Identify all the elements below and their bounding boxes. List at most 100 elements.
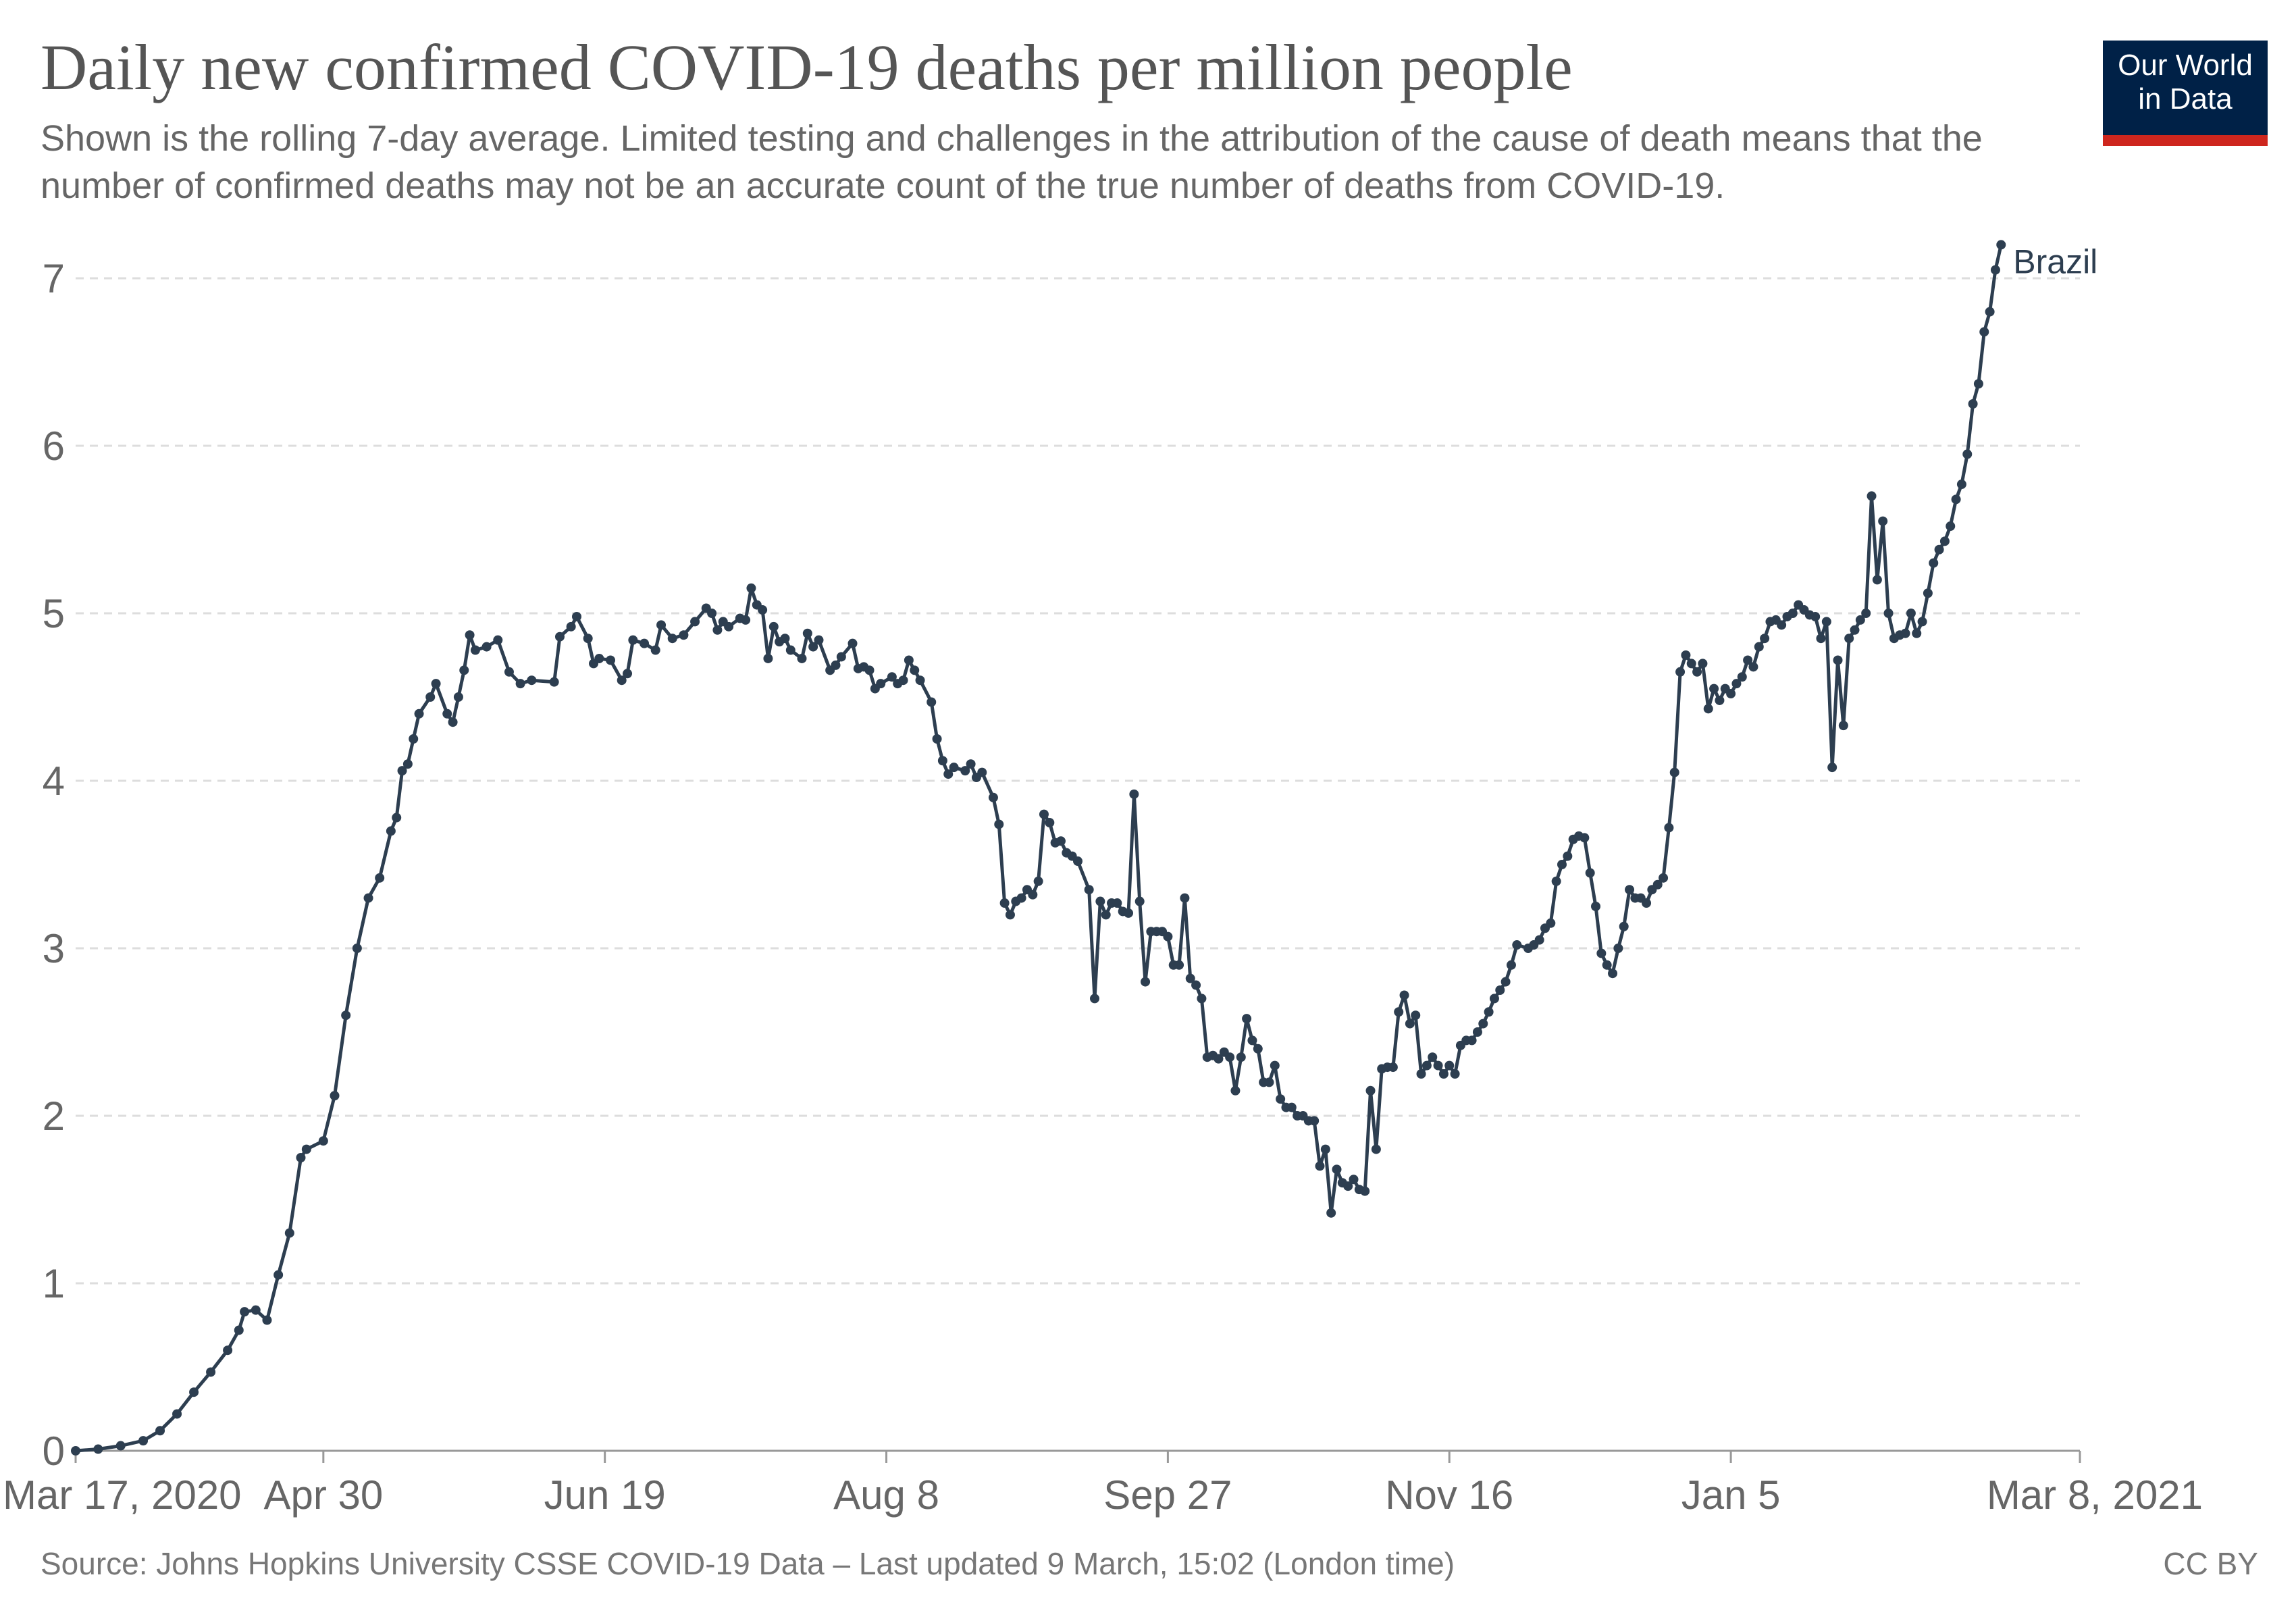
data-point [1438, 1069, 1449, 1079]
data-point [910, 665, 920, 675]
data-point [1557, 860, 1567, 869]
data-point [425, 692, 436, 702]
data-point [1270, 1060, 1280, 1071]
data-point [402, 759, 413, 769]
data-point [453, 692, 463, 702]
data-point [515, 679, 525, 689]
data-point [1365, 1085, 1376, 1096]
license-link[interactable]: CC BY [2163, 1546, 2258, 1581]
data-point [572, 611, 581, 621]
data-point [1039, 809, 1049, 819]
data-point [1900, 628, 1910, 638]
data-point [459, 665, 469, 675]
data-point [949, 763, 959, 773]
data-point [1585, 868, 1595, 878]
data-point [966, 759, 976, 769]
data-point [606, 655, 616, 665]
data-point [690, 617, 700, 627]
data-point [758, 605, 768, 615]
owid-logo[interactable]: Our World in Data [2103, 41, 2268, 146]
data-point [481, 642, 492, 652]
data-point [1360, 1186, 1370, 1196]
data-point [994, 819, 1004, 829]
data-point [1642, 898, 1652, 908]
data-point [549, 677, 559, 687]
data-point [977, 767, 987, 777]
data-point [1596, 948, 1607, 958]
data-point [172, 1409, 182, 1419]
data-point [1855, 615, 1865, 625]
data-point [887, 672, 897, 682]
data-point [960, 766, 970, 776]
data-point [1276, 1094, 1286, 1104]
data-point [937, 756, 947, 766]
data-point [1748, 662, 1758, 672]
data-point [1698, 659, 1708, 669]
data-point [1253, 1044, 1263, 1054]
logo-line-1: Our World [2118, 49, 2253, 82]
y-tick-label: 0 [43, 1429, 65, 1474]
data-point [155, 1426, 165, 1436]
data-point [1309, 1116, 1320, 1126]
data-point [1225, 1052, 1235, 1062]
data-point [301, 1144, 311, 1154]
data-point [71, 1446, 80, 1456]
logo-accent-bar [2103, 135, 2268, 146]
data-point [1506, 960, 1516, 970]
x-tick-label: Mar 8, 2021 [1987, 1472, 2203, 1518]
logo-line-2: in Data [2138, 82, 2233, 115]
data-point [915, 675, 925, 686]
data-point [1332, 1164, 1342, 1175]
data-point [594, 653, 604, 663]
y-tick-label: 7 [43, 256, 65, 301]
data-point [1090, 994, 1100, 1004]
data-point [554, 632, 565, 642]
data-point [1861, 609, 1871, 618]
data-point [836, 652, 846, 662]
data-point [234, 1325, 244, 1335]
data-point [352, 944, 362, 953]
series-label-brazil: Brazil [2013, 242, 2097, 280]
data-point [1349, 1175, 1359, 1185]
chart-title: Daily new confirmed COVID-19 deaths per … [41, 31, 1573, 103]
data-point [864, 665, 875, 675]
data-point [1546, 918, 1556, 928]
data-point [1878, 516, 1888, 526]
data-point [363, 893, 373, 903]
data-point [943, 769, 954, 779]
data-point [1946, 521, 1956, 532]
data-point [1973, 379, 1983, 389]
data-point [397, 766, 407, 776]
data-point [1563, 851, 1573, 861]
data-point [504, 667, 514, 677]
data-point [1917, 617, 1927, 627]
data-point [1929, 558, 1939, 568]
source-note: Source: Johns Hopkins University CSSE CO… [41, 1546, 1455, 1581]
data-point [1472, 1027, 1482, 1037]
data-point [1388, 1062, 1398, 1073]
data-point [876, 679, 886, 689]
data-point [318, 1136, 328, 1146]
data-point [583, 634, 593, 644]
data-point [1033, 876, 1043, 886]
data-point [1788, 609, 1798, 618]
data-point [1737, 672, 1747, 682]
data-point [1433, 1060, 1443, 1071]
data-point [1923, 588, 1933, 598]
data-point [1134, 896, 1145, 906]
data-point [1703, 704, 1713, 714]
data-point [763, 653, 773, 663]
data-point [1095, 896, 1105, 906]
data-point [988, 792, 998, 802]
data-point [1872, 575, 1882, 585]
data-point [1962, 449, 1973, 459]
data-point [341, 1010, 351, 1021]
y-tick-label: 3 [43, 926, 65, 971]
data-point [1214, 1054, 1224, 1064]
data-point [1731, 679, 1742, 689]
data-point [330, 1091, 340, 1101]
data-point [1264, 1077, 1274, 1087]
data-point [1101, 910, 1111, 920]
y-tick-label: 1 [43, 1261, 65, 1306]
